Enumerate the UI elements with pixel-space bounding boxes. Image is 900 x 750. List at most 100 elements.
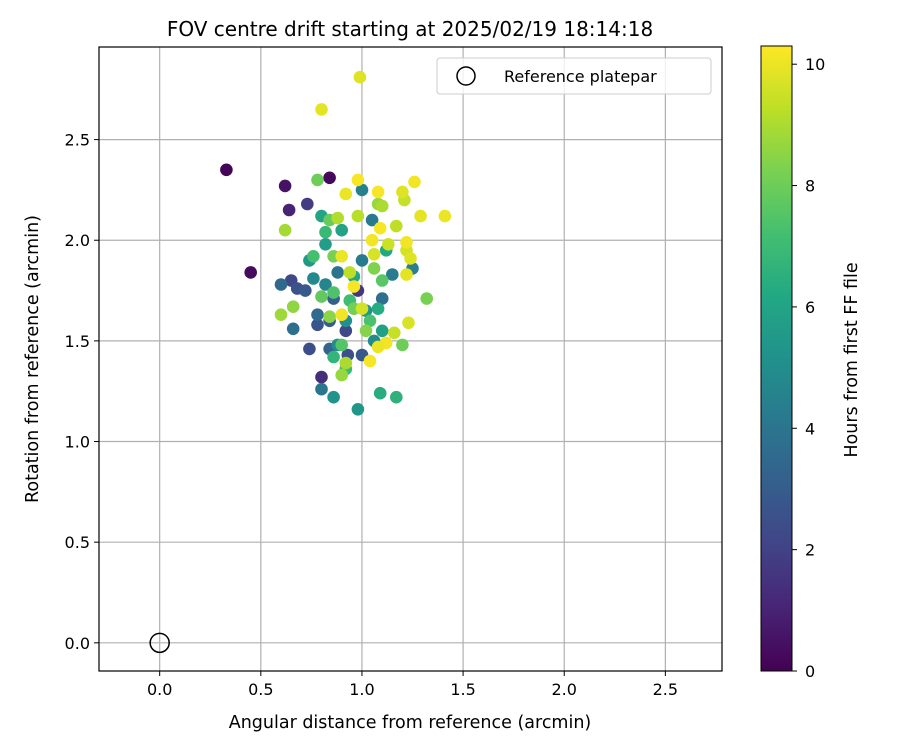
colorbar-ticks: 0 2 4 6 8 10 [792, 55, 825, 681]
y-tick-label: 2.0 [65, 231, 90, 250]
y-tick-label: 1.5 [65, 332, 90, 351]
scatter-point [404, 252, 417, 265]
scatter-point [299, 284, 312, 297]
colorbar-tick-label: 2 [805, 541, 815, 560]
colorbar-label: Hours from first FF file [842, 262, 862, 457]
scatter-point [390, 219, 403, 233]
scatter-point [414, 209, 427, 223]
scatter-point [335, 338, 349, 352]
scatter-point [367, 262, 381, 275]
x-tick-label: 1.5 [450, 680, 475, 699]
scatter-point [244, 266, 257, 279]
scatter-point [371, 340, 385, 354]
scatter-point [396, 338, 409, 352]
scatter-point [282, 203, 296, 217]
scatter-point [363, 314, 377, 328]
colorbar-tick-label: 10 [805, 55, 825, 74]
scatter-point [335, 223, 349, 237]
scatter-point [339, 187, 353, 201]
scatter-point [375, 274, 389, 287]
scatter-point [315, 103, 328, 116]
scatter-point [274, 308, 288, 322]
scatter-point [319, 238, 332, 251]
scatter-point [347, 280, 361, 293]
scatter-point [351, 403, 365, 416]
x-axis-ticks: 0.0 0.5 1.0 1.5 2.0 2.5 [147, 671, 678, 699]
scatter-point [386, 268, 399, 281]
scatter-point [371, 185, 385, 199]
chart-title: FOV centre drift starting at 2025/02/19 … [167, 17, 653, 41]
scatter-point [315, 382, 328, 396]
legend: Reference platepar [436, 57, 712, 95]
scatter-point [315, 370, 328, 384]
scatter-point [303, 342, 316, 356]
scatter-point [375, 199, 389, 213]
scatter-point [382, 238, 395, 251]
data-points [220, 70, 452, 416]
scatter-point [351, 209, 365, 223]
scatter-point [420, 292, 434, 305]
x-tick-label: 1.0 [349, 680, 374, 699]
scatter-point [220, 163, 233, 177]
scatter-point [286, 322, 300, 336]
reference-marker-layer [149, 632, 170, 654]
y-axis-ticks: 0.0 0.5 1.0 1.5 2.0 2.5 [65, 131, 99, 653]
x-tick-label: 0.0 [147, 680, 172, 699]
scatter-point [274, 278, 288, 291]
scatter-point [367, 248, 381, 261]
scatter-point [365, 233, 379, 247]
scatter-point [355, 302, 369, 316]
scatter-point [278, 223, 292, 237]
scatter-point [400, 236, 413, 249]
legend-entry-reference: Reference platepar [504, 67, 657, 86]
x-tick-label: 0.5 [248, 680, 273, 699]
scatter-point [390, 390, 403, 404]
y-tick-label: 0.0 [65, 634, 90, 653]
y-axis-label: Rotation from reference (arcmin) [23, 215, 43, 503]
colorbar-tick-label: 8 [805, 177, 815, 196]
y-tick-label: 2.5 [65, 131, 90, 150]
colorbar-gradient [760, 45, 793, 672]
scatter-point [375, 324, 389, 338]
colorbar-tick-label: 0 [805, 662, 815, 681]
scatter-point [375, 292, 389, 305]
scatter-point [373, 221, 387, 235]
scatter-point [373, 386, 387, 400]
grid-lines [99, 47, 722, 671]
scatter-point [363, 354, 377, 368]
x-axis-label: Angular distance from reference (arcmin) [229, 713, 592, 733]
scatter-point [315, 290, 328, 303]
scatter-point [339, 356, 353, 370]
scatter-point [278, 179, 292, 193]
scatter-point [323, 310, 336, 324]
y-tick-label: 1.0 [65, 433, 90, 452]
scatter-point [331, 211, 345, 225]
scatter-point [365, 213, 379, 227]
scatter-point [323, 171, 336, 185]
scatter-point [400, 268, 413, 281]
reference-platepar-marker [149, 632, 170, 654]
plot-frame [98, 46, 723, 672]
scatter-point [402, 316, 415, 330]
scatter-point [327, 350, 340, 364]
colorbar-tick-label: 6 [805, 298, 815, 317]
scatter-point [307, 249, 320, 263]
x-tick-label: 2.5 [653, 680, 678, 699]
scatter-point [335, 249, 349, 263]
scatter-point [327, 390, 340, 404]
scatter-point [319, 278, 332, 291]
scatter-point [438, 209, 452, 223]
scatter-point [311, 308, 324, 322]
scatter-point [371, 302, 385, 316]
scatter-point [311, 318, 324, 332]
colorbar: 0 2 4 6 8 10 Hours from first FF file [760, 45, 862, 681]
scatter-point [335, 308, 349, 322]
scatter-point [286, 300, 300, 314]
scatter-point [307, 272, 320, 285]
scatter-point [353, 70, 367, 84]
scatter-point [343, 266, 357, 279]
scatter-point [339, 324, 353, 338]
scatter-point [408, 175, 421, 189]
scatter-point [355, 183, 369, 197]
